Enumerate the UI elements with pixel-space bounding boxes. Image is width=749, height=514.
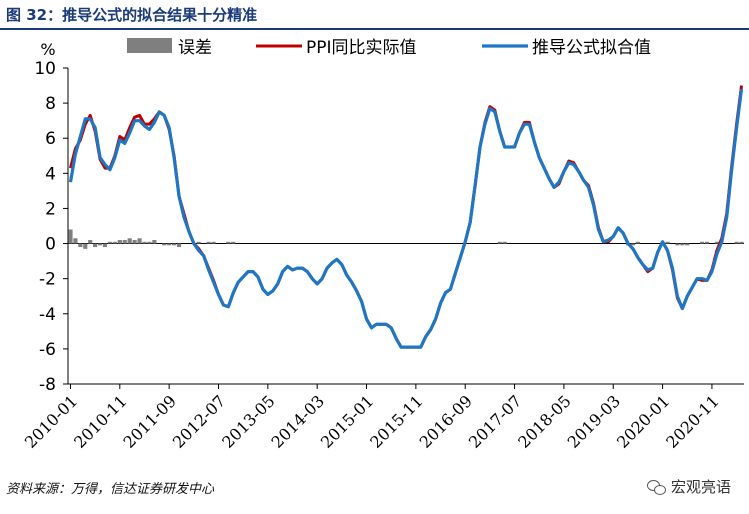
error-bar bbox=[685, 243, 690, 246]
y-tick-label: 4 bbox=[45, 164, 56, 184]
legend-label-fitted: 推导公式拟合值 bbox=[532, 38, 651, 58]
y-tick-label: 2 bbox=[45, 199, 56, 219]
x-tick-label: 2019-03 bbox=[564, 391, 624, 451]
error-bar bbox=[147, 241, 152, 244]
error-bar bbox=[635, 241, 641, 244]
x-tick-label: 2011-09 bbox=[120, 391, 180, 451]
y-tick-label: 0 bbox=[45, 235, 56, 255]
chart-axes: -8-6-4-20246810%2010-012010-112011-09201… bbox=[21, 40, 744, 452]
error-bar bbox=[176, 243, 182, 248]
error-bar bbox=[88, 240, 93, 244]
error-bar bbox=[132, 240, 137, 244]
legend: 误差 PPI同比实际值 推导公式拟合值 bbox=[127, 38, 651, 58]
title-rule bbox=[0, 28, 749, 30]
error-bars bbox=[68, 229, 744, 249]
actual-ppi-line bbox=[69, 85, 744, 349]
error-bar bbox=[630, 243, 636, 246]
error-bar bbox=[78, 243, 83, 248]
figure-title: 图 32：推导公式的拟合结果十分精准 bbox=[0, 4, 749, 30]
error-bar bbox=[502, 241, 507, 244]
x-tick-label: 2020-11 bbox=[662, 391, 722, 451]
x-tick-label: 2018-05 bbox=[514, 391, 574, 451]
error-bar bbox=[68, 229, 73, 244]
y-tick-label: 6 bbox=[45, 129, 56, 149]
y-axis-unit: % bbox=[40, 40, 55, 59]
error-bar bbox=[73, 238, 78, 244]
legend-label-error: 误差 bbox=[178, 38, 212, 58]
error-bar bbox=[665, 241, 670, 244]
error-bar bbox=[122, 240, 127, 244]
error-bar bbox=[196, 241, 201, 244]
y-tick-label: 8 bbox=[45, 94, 56, 114]
y-tick-label: -6 bbox=[39, 340, 56, 360]
error-bar bbox=[112, 241, 117, 244]
error-bar bbox=[739, 241, 744, 244]
wechat-icon bbox=[646, 479, 666, 495]
x-tick-label: 2016-09 bbox=[416, 391, 476, 451]
x-tick-label: 2012-07 bbox=[169, 391, 229, 451]
error-bar bbox=[102, 243, 108, 248]
x-tick-label: 2017-07 bbox=[465, 391, 525, 451]
error-bar bbox=[127, 238, 132, 244]
error-bar bbox=[704, 241, 710, 244]
y-tick-label: -4 bbox=[39, 305, 56, 325]
error-bar bbox=[680, 243, 685, 246]
error-bar bbox=[142, 241, 147, 244]
watermark-text: 宏观亮语 bbox=[670, 478, 731, 496]
fitted-line bbox=[68, 88, 744, 349]
error-bar bbox=[699, 241, 705, 244]
x-tick-label: 2010-11 bbox=[70, 391, 130, 451]
y-tick-label: -2 bbox=[39, 270, 56, 290]
x-tick-label: 2013-05 bbox=[218, 391, 278, 451]
x-tick-label: 2020-01 bbox=[613, 391, 673, 451]
error-bar bbox=[137, 238, 142, 244]
error-bar bbox=[97, 243, 103, 246]
y-tick-label: 10 bbox=[34, 59, 56, 79]
error-bar bbox=[734, 241, 739, 244]
error-bar bbox=[107, 241, 113, 244]
error-bar bbox=[152, 240, 157, 244]
error-bar bbox=[93, 243, 98, 248]
y-tick-label: -8 bbox=[39, 375, 56, 395]
error-bar bbox=[117, 240, 122, 244]
error-bar bbox=[83, 243, 88, 249]
error-bar bbox=[675, 243, 680, 246]
x-tick-label: 2015-01 bbox=[317, 391, 377, 451]
error-bar bbox=[171, 243, 177, 246]
error-bar bbox=[497, 241, 502, 244]
error-bar bbox=[162, 243, 167, 246]
error-bar bbox=[231, 241, 236, 244]
error-bar bbox=[167, 243, 172, 246]
source-note: 资料来源：万得，信达证券研发中心 bbox=[6, 482, 215, 497]
x-tick-label: 2015-11 bbox=[366, 391, 426, 451]
legend-swatch-error bbox=[127, 38, 172, 53]
error-bar bbox=[206, 241, 211, 244]
x-tick-label: 2010-01 bbox=[21, 391, 81, 451]
series-lines bbox=[68, 85, 744, 349]
error-bar bbox=[714, 241, 719, 244]
x-tick-label: 2014-03 bbox=[268, 391, 328, 451]
error-bar bbox=[211, 241, 216, 244]
watermark: 宏观亮语 bbox=[646, 476, 731, 497]
error-bar bbox=[226, 241, 231, 244]
legend-label-actual: PPI同比实际值 bbox=[306, 38, 417, 58]
